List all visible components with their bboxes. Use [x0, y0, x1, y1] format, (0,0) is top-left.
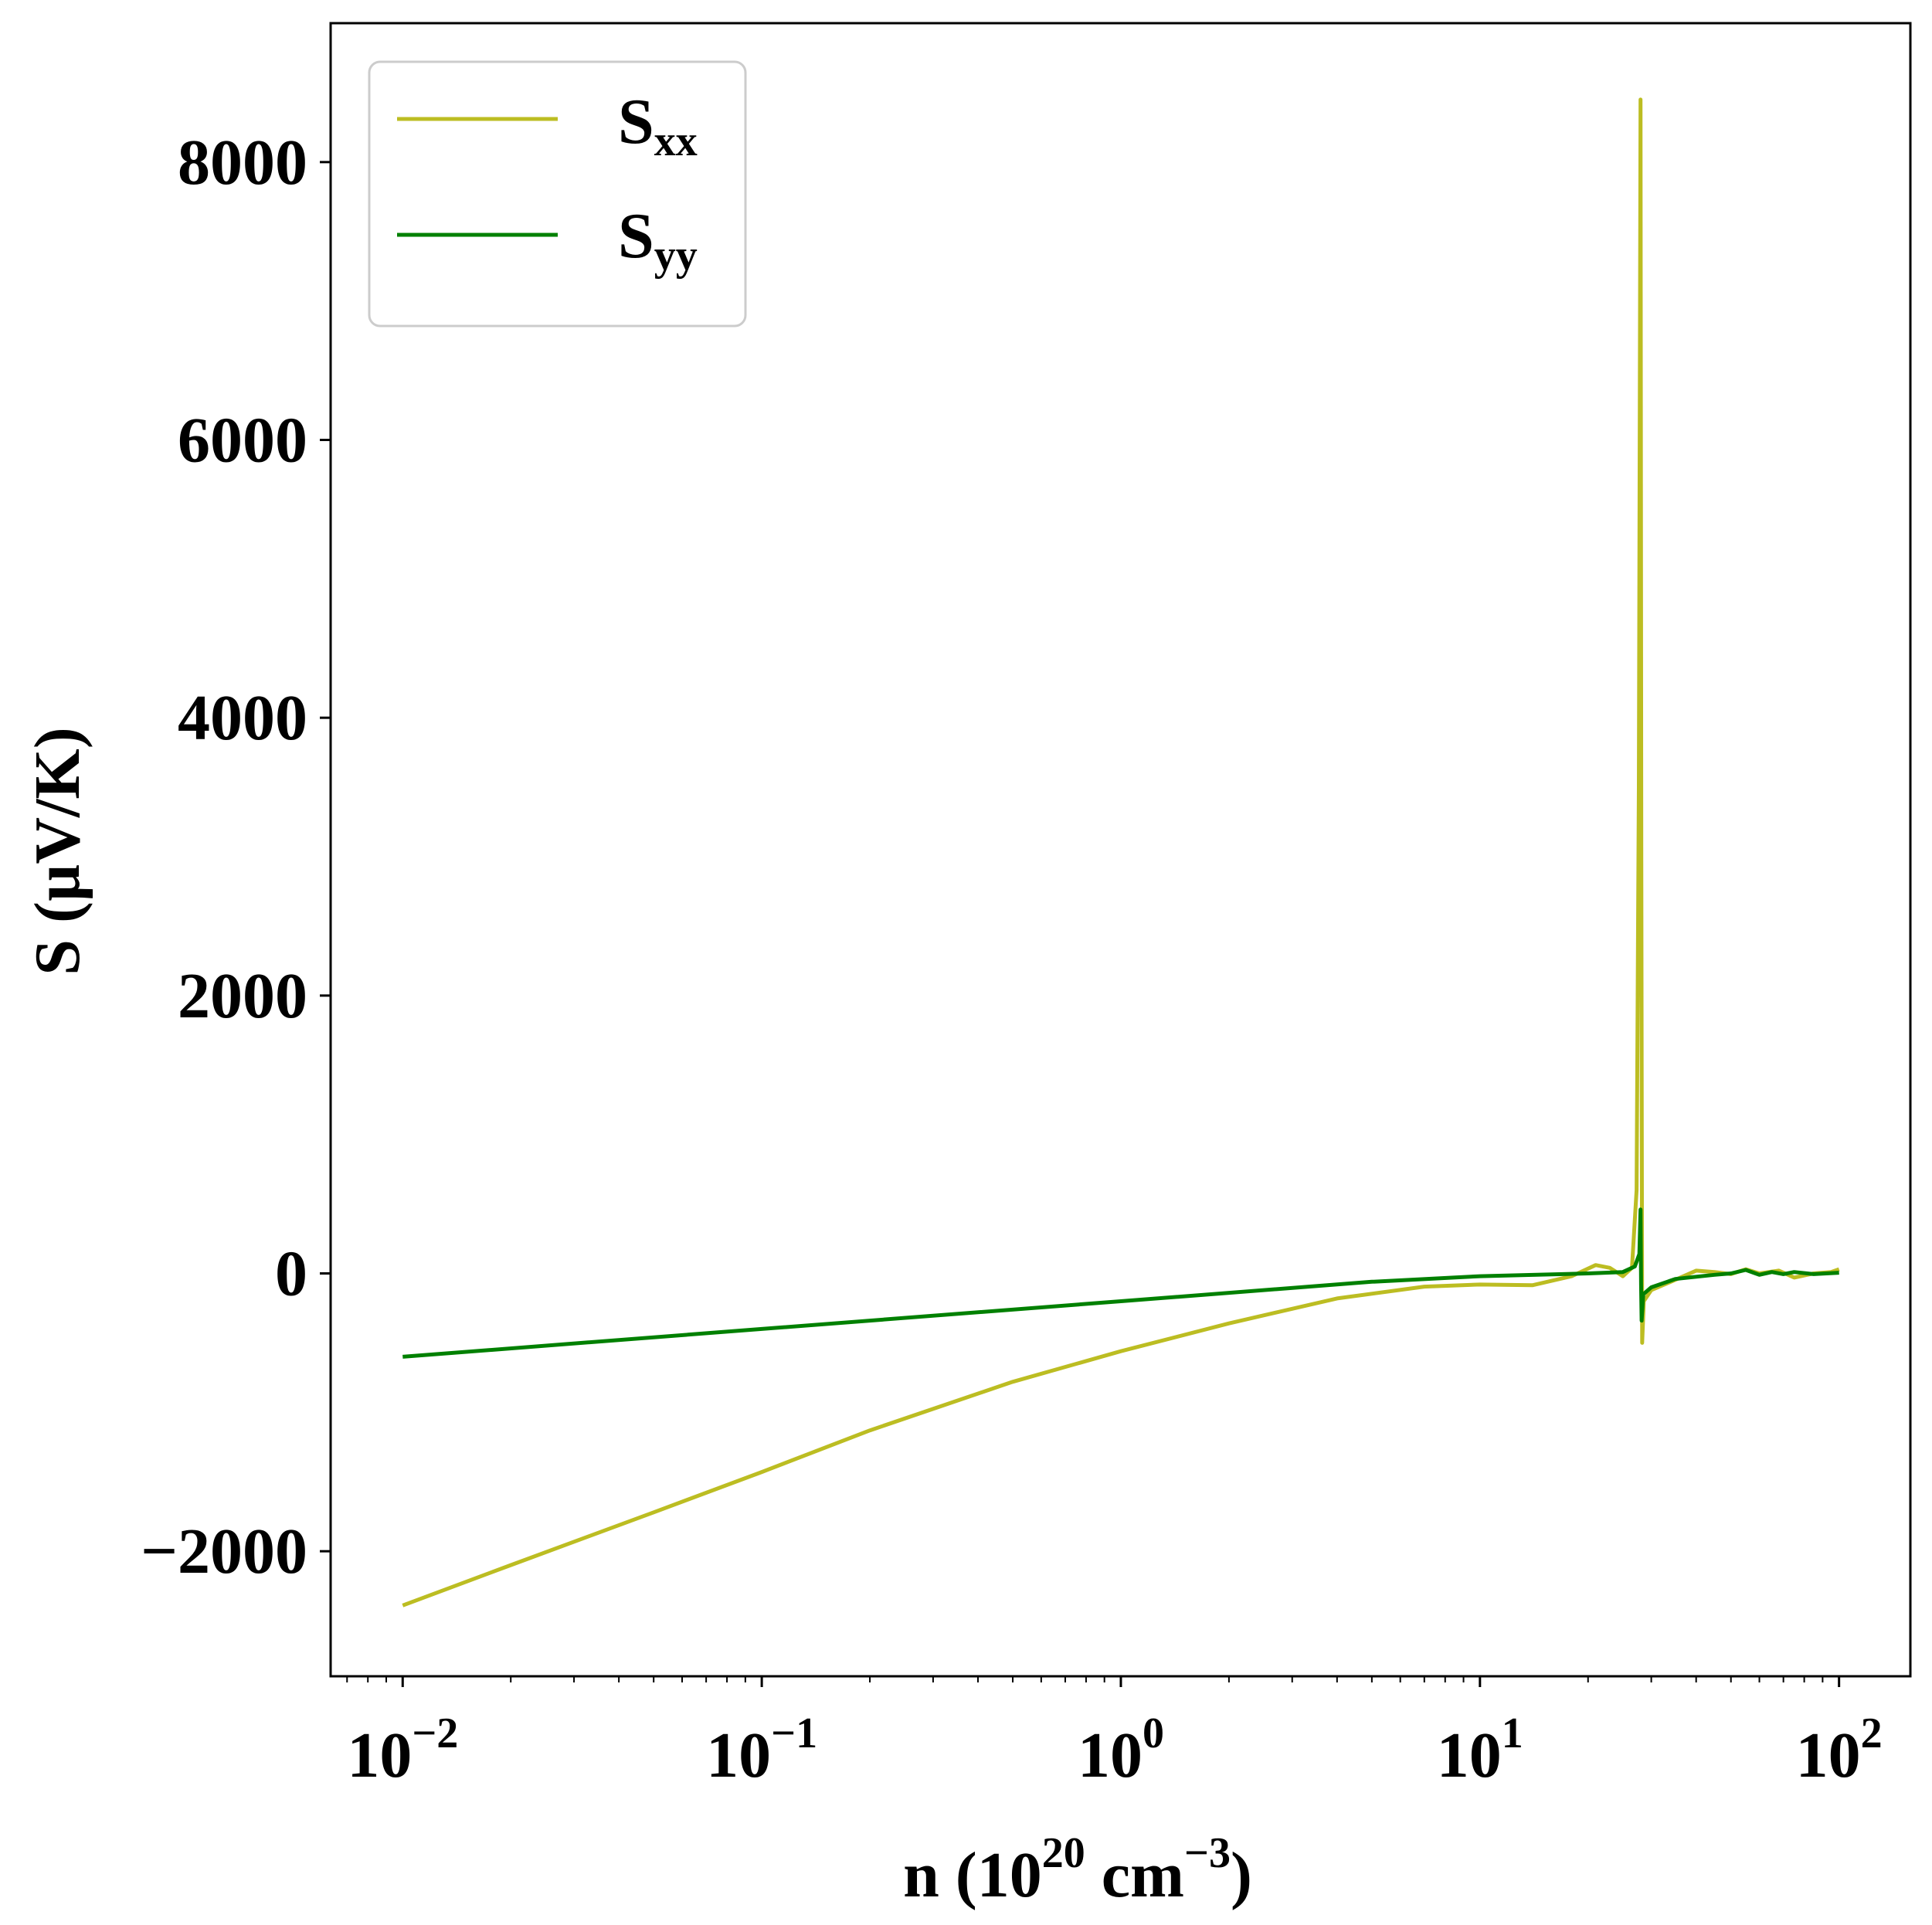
x-tick-label: 101 — [1437, 1709, 1523, 1791]
x-tick-label: 102 — [1796, 1709, 1883, 1791]
legend-label-sxx-subscript: xx — [654, 117, 698, 165]
x-axis-title-mid: cm — [1085, 1839, 1184, 1911]
y-tick-label: 2000 — [178, 960, 307, 1032]
x-tick-label-exponent: 1 — [1502, 1709, 1523, 1757]
x-axis-title-end: ) — [1231, 1839, 1252, 1911]
y-tick-label: −2000 — [141, 1516, 307, 1587]
x-tick-label-exponent: 2 — [1861, 1709, 1883, 1757]
x-tick-label: 100 — [1078, 1709, 1164, 1791]
series-line-syy — [402, 1207, 1839, 1359]
x-tick-label-base: 10 — [706, 1720, 771, 1791]
legend-box — [368, 60, 747, 328]
legend-label-sxx-base: S — [618, 86, 654, 158]
x-tick-label-base: 10 — [1796, 1720, 1861, 1791]
x-tick-label-base: 10 — [1078, 1720, 1143, 1791]
x-tick-label-exponent: −2 — [412, 1709, 458, 1757]
y-tick-label: 8000 — [178, 127, 307, 199]
x-tick-label-exponent: 0 — [1143, 1709, 1164, 1757]
x-axis-title-base: n (10 — [903, 1839, 1042, 1911]
y-tick-label: 0 — [275, 1238, 307, 1309]
x-tick-label: 10−1 — [706, 1709, 817, 1791]
x-axis-title-exponent-2: −3 — [1184, 1829, 1231, 1877]
y-axis: −2000 0 2000 4000 6000 8000 — [141, 127, 331, 1587]
y-tick-label: 6000 — [178, 404, 307, 476]
x-tick-label-base: 10 — [347, 1720, 412, 1791]
plot-area — [402, 97, 1840, 1608]
x-axis-title-exponent-1: 20 — [1042, 1829, 1085, 1877]
legend-label-syy-base: S — [618, 200, 654, 272]
legend-label-sxx: Sxx — [618, 86, 698, 165]
x-tick-label-exponent: −1 — [771, 1709, 817, 1757]
x-tick-label: 10−2 — [347, 1709, 458, 1791]
y-tick-label: 4000 — [178, 682, 307, 754]
legend: Sxx Syy — [368, 60, 747, 328]
y-axis-title: S (µV/K) — [22, 727, 93, 975]
x-axis-title: n (1020 cm−3) — [903, 1829, 1252, 1911]
legend-label-syy-subscript: yy — [654, 232, 698, 280]
x-axis: 10−2 10−1 100 101 102 — [346, 1676, 1883, 1791]
x-tick-label-base: 10 — [1437, 1720, 1502, 1791]
legend-label-syy: Syy — [618, 200, 698, 280]
